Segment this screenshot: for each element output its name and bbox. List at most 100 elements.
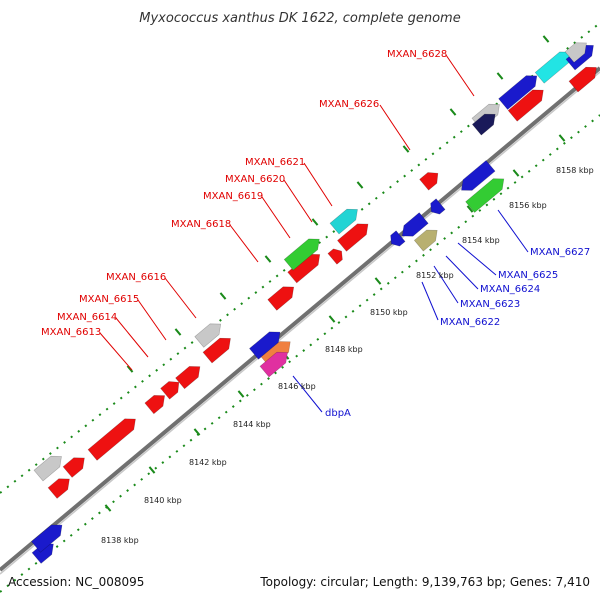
leader-line-bottom (497, 209, 529, 253)
gene-features (31, 38, 600, 564)
scale-label-8140: 8140 kbp (144, 496, 182, 505)
gene-feature[interactable] (337, 219, 372, 252)
gene-label-mxan-6625[interactable]: MXAN_6625 (498, 270, 558, 281)
gene-label-mxan-6624[interactable]: MXAN_6624 (480, 284, 540, 295)
gene-feature[interactable] (249, 327, 284, 360)
scale-label-8156: 8156 kbp (509, 201, 547, 210)
scale-label-8152: 8152 kbp (416, 271, 454, 280)
scale-label-8144: 8144 kbp (233, 420, 271, 429)
track-tick-bottom (148, 466, 156, 474)
leader-line-bottom (433, 265, 459, 304)
gene-feature[interactable] (419, 168, 443, 191)
track-tick-top (356, 181, 364, 189)
gene-label-mxan-6622[interactable]: MXAN_6622 (440, 317, 500, 328)
gene-feature[interactable] (465, 174, 509, 213)
gene-label-mxan-6616[interactable]: MXAN_6616 (106, 272, 166, 283)
gene-label-mxan-6628[interactable]: MXAN_6628 (387, 49, 447, 60)
scale-label-8150: 8150 kbp (370, 308, 408, 317)
gene-feature[interactable] (144, 390, 169, 415)
scale-labels: 8138 kbp 8140 kbp 8142 kbp 8144 kbp 8146… (101, 166, 594, 545)
track-tick-top (126, 365, 134, 373)
label-leaders (99, 54, 529, 413)
gene-feature[interactable] (498, 71, 542, 110)
accession-text: Accession: NC_008095 (8, 575, 144, 589)
track-tick-top (174, 328, 182, 336)
leader-line-top (303, 162, 333, 207)
gene-feature[interactable] (160, 377, 184, 400)
track-tick-bottom (374, 277, 382, 285)
gene-feature[interactable] (175, 361, 205, 390)
gene-labels-top: MXAN_6613 MXAN_6614 MXAN_6615 MXAN_6616 … (41, 49, 447, 338)
tick-track-bottom (0, 114, 600, 593)
gene-feature[interactable] (427, 198, 446, 217)
gene-label-mxan-6613[interactable]: MXAN_6613 (41, 327, 101, 338)
map-title: Myxococcus xanthus DK 1622, complete gen… (139, 11, 460, 26)
gene-label-mxan-6623[interactable]: MXAN_6623 (460, 299, 520, 310)
gene-feature[interactable] (564, 38, 591, 63)
gene-feature[interactable] (62, 453, 89, 478)
track-tick-bottom (328, 315, 336, 323)
leader-line-top (137, 299, 167, 341)
genome-backbone (0, 66, 600, 575)
gene-feature[interactable] (413, 225, 441, 252)
leader-line-bottom (421, 281, 439, 321)
gene-feature[interactable] (194, 319, 225, 348)
gene-feature[interactable] (33, 451, 66, 482)
track-tick-bottom (558, 134, 566, 142)
gene-label-mxan-6615[interactable]: MXAN_6615 (79, 294, 139, 305)
gene-feature[interactable] (471, 109, 499, 136)
gene-label-mxan-6614[interactable]: MXAN_6614 (57, 312, 117, 323)
gene-label-dbpa[interactable]: dbpA (325, 408, 351, 419)
leader-line-top (283, 179, 313, 223)
gene-feature[interactable] (327, 246, 346, 265)
leader-line-bottom (445, 255, 479, 290)
track-tick-top (311, 218, 319, 226)
track-tick-top (449, 108, 457, 116)
gene-feature[interactable] (47, 474, 74, 499)
leader-line-top (261, 196, 291, 239)
scale-label-8154: 8154 kbp (462, 236, 500, 245)
track-tick-bottom (512, 169, 520, 177)
leader-line-top (115, 317, 149, 358)
gene-feature[interactable] (283, 234, 324, 271)
scale-label-8148: 8148 kbp (325, 345, 363, 354)
gene-label-mxan-6626[interactable]: MXAN_6626 (319, 99, 379, 110)
track-tick-bottom (237, 390, 245, 398)
track-tick-bottom (193, 428, 201, 436)
track-tick-top (496, 72, 504, 80)
leader-line-top (379, 104, 411, 151)
track-tick-top (264, 255, 272, 263)
track-tick-top (542, 35, 550, 43)
leader-line-top (164, 277, 197, 319)
scale-label-8142: 8142 kbp (189, 458, 227, 467)
gene-feature[interactable] (457, 160, 496, 195)
tick-track-top (0, 22, 600, 494)
gene-feature[interactable] (31, 520, 66, 553)
gene-labels-bottom: dbpA MXAN_6622 MXAN_6623 MXAN_6624 MXAN_… (325, 247, 590, 419)
leader-line-top (229, 224, 259, 263)
gene-feature[interactable] (267, 282, 298, 311)
scale-label-8158: 8158 kbp (556, 166, 594, 175)
gene-feature[interactable] (398, 212, 429, 242)
leader-line-bottom (457, 242, 497, 276)
track-tick-bottom (104, 504, 112, 512)
gene-label-mxan-6619[interactable]: MXAN_6619 (203, 191, 263, 202)
genome-summary-text: Topology: circular; Length: 9,139,763 bp… (259, 575, 590, 589)
scale-label-8146: 8146 kbp (278, 382, 316, 391)
gene-feature[interactable] (507, 85, 548, 122)
gene-feature[interactable] (568, 62, 600, 93)
gene-feature[interactable] (329, 204, 362, 235)
gene-feature[interactable] (259, 347, 292, 378)
tick-marks (104, 35, 566, 512)
gene-label-mxan-6627[interactable]: MXAN_6627 (530, 247, 590, 258)
gene-feature[interactable] (202, 333, 235, 364)
gene-feature[interactable] (387, 230, 406, 249)
gene-label-mxan-6620[interactable]: MXAN_6620 (225, 174, 285, 185)
track-tick-top (402, 145, 410, 153)
gene-label-mxan-6621[interactable]: MXAN_6621 (245, 157, 305, 168)
gene-label-mxan-6618[interactable]: MXAN_6618 (171, 219, 231, 230)
leader-line-top (445, 54, 475, 97)
leader-line-top (99, 332, 133, 371)
gene-feature[interactable] (87, 414, 140, 461)
